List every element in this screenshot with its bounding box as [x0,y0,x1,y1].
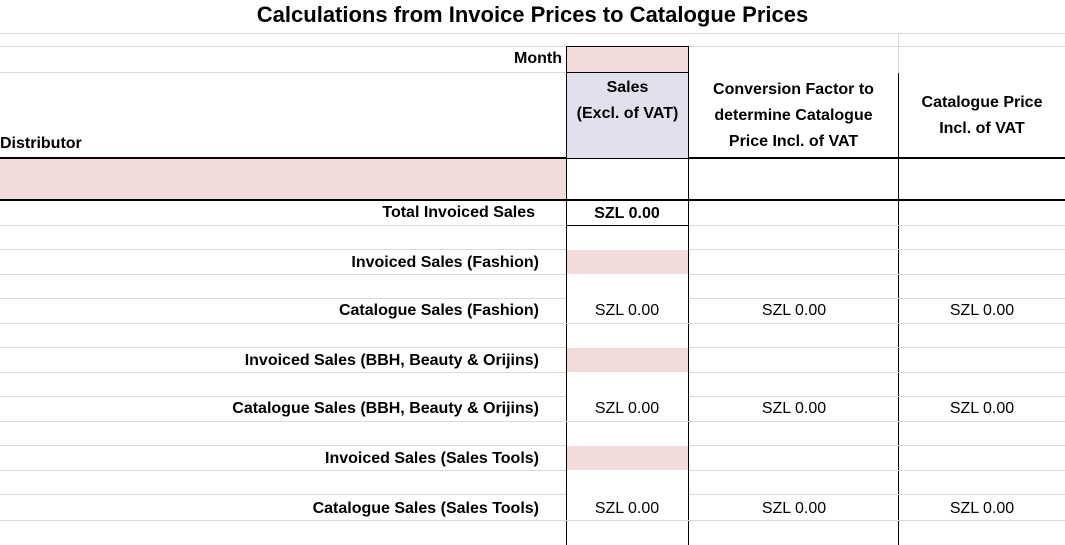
grid-line [0,520,566,521]
grid-line [689,274,1065,275]
month-input[interactable] [566,46,689,73]
grid-line [689,445,1065,446]
grid-line [0,347,566,348]
grid-line [689,494,1065,495]
page-title: Calculations from Invoice Prices to Cata… [256,2,809,27]
grid-line [0,470,566,471]
catalogue-fashion-sales: SZL 0.00 [594,302,660,319]
grid-line [0,421,566,422]
grid-line [0,274,566,275]
grid-line [0,445,566,446]
sales-header: Sales (Excl. of VAT) [566,73,689,158]
invoiced-fashion-input[interactable] [567,250,688,274]
column-border [566,157,567,545]
grid-line [689,396,1065,397]
conversion-header-line3: Price Incl. of VAT [728,133,859,150]
grid-line [689,470,1065,471]
grid-line [689,249,1065,250]
sales-header-line2: (Excl. of VAT) [576,105,679,122]
catalogue-header-line2: Incl. of VAT [939,120,1025,137]
invoiced-tools-input[interactable] [567,446,688,470]
invoiced-bbh-input[interactable] [567,348,688,372]
grid-line [0,323,566,324]
cell-border [566,225,688,226]
grid-line [689,298,1065,299]
grid-line [0,249,566,250]
catalogue-bbh-conversion: SZL 0.00 [761,400,827,417]
catalogue-tools-label: Catalogue Sales (Sales Tools) [312,500,539,517]
grid-line [689,347,1065,348]
catalogue-bbh-label: Catalogue Sales (BBH, Beauty & Orijins) [232,400,539,417]
conversion-header: Conversion Factor to determine Catalogue… [689,73,899,158]
grid-line [0,372,566,373]
catalogue-fashion-label: Catalogue Sales (Fashion) [338,302,539,319]
grid-line [0,46,1065,47]
catalogue-header: Catalogue Price Incl. of VAT [899,73,1065,158]
distributor-input[interactable] [0,159,566,199]
conversion-header-line1: Conversion Factor to [713,81,874,98]
catalogue-tools-price: SZL 0.00 [949,500,1015,517]
catalogue-fashion-price: SZL 0.00 [949,302,1015,319]
month-label: Month [514,50,562,67]
column-border [898,73,899,545]
header-bottom-border [0,157,1065,159]
catalogue-fashion-conversion: SZL 0.00 [761,302,827,319]
grid-line [689,372,1065,373]
grid-line [566,323,1065,324]
total-invoiced-value: SZL 0.00 [594,205,660,222]
grid-line [0,33,1065,34]
grid-line [0,494,566,495]
catalogue-tools-sales: SZL 0.00 [594,500,660,517]
invoiced-bbh-label: Invoiced Sales (BBH, Beauty & Orijins) [244,352,539,369]
grid-line [566,421,1065,422]
catalogue-bbh-sales: SZL 0.00 [594,400,660,417]
catalogue-header-line1: Catalogue Price [921,94,1043,111]
invoiced-fashion-label: Invoiced Sales (Fashion) [351,254,539,271]
column-border [688,157,689,545]
grid-line [689,225,1065,226]
grid-line [566,520,1065,521]
sales-header-line1: Sales [606,79,649,96]
distributor-row-border [0,199,1065,201]
total-invoiced-label: Total Invoiced Sales [382,204,535,221]
catalogue-tools-conversion: SZL 0.00 [761,500,827,517]
grid-line [0,72,566,73]
grid-line [898,33,899,73]
grid-line [0,396,566,397]
conversion-header-line2: determine Catalogue [714,107,873,124]
distributor-label: Distributor [0,135,82,152]
catalogue-bbh-price: SZL 0.00 [949,400,1015,417]
grid-line [0,298,566,299]
invoiced-tools-label: Invoiced Sales (Sales Tools) [325,450,539,467]
grid-line [0,225,566,226]
